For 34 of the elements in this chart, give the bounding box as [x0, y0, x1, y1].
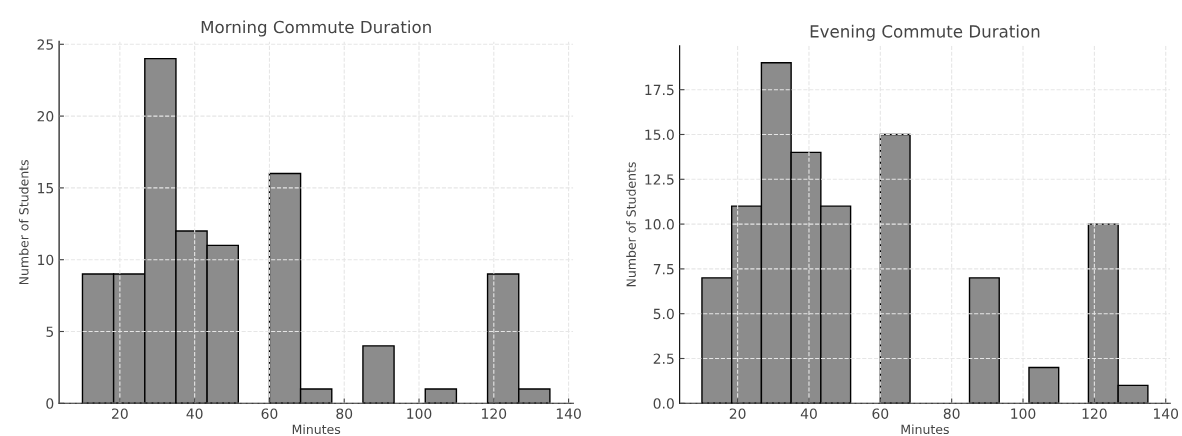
y-tick-label: 20 [37, 111, 54, 122]
chart-title: Morning Commute Duration [201, 20, 431, 37]
y-tick-label: 10.0 [645, 219, 674, 230]
y-tick-label: 15 [38, 183, 54, 194]
x-tick-label: 100 [407, 408, 432, 419]
x-tick-label: 120 [482, 408, 507, 419]
x-axis-title: Minutes [292, 424, 341, 435]
x-tick-label: 40 [800, 408, 817, 419]
y-tick-label: 17.5 [645, 84, 674, 96]
x-tick-label: 80 [943, 408, 960, 419]
y-tick-label: 10 [38, 254, 54, 266]
x-tick-label: 20 [112, 408, 128, 419]
x-tick-label: 120 [1082, 408, 1107, 419]
y-tick-label: 12.5 [645, 174, 674, 185]
x-axis-title: Minutes [901, 424, 949, 435]
x-tick-label: 60 [872, 408, 889, 419]
y-tick-label: 5.0 [653, 308, 674, 320]
y-axis-title: Number of Students [626, 162, 636, 287]
y-tick-label: 0.0 [653, 398, 674, 409]
y-tick-label: 7.5 [653, 264, 674, 275]
y-tick-label: 5 [46, 326, 54, 337]
x-tick-label: 100 [1011, 408, 1036, 419]
x-tick-label: 140 [556, 408, 581, 419]
y-tick-label: 15.0 [645, 129, 674, 140]
x-tick-label: 140 [1153, 408, 1179, 419]
x-tick-label: 20 [729, 408, 746, 419]
y-axis-title: Number of Students [18, 160, 29, 285]
x-tick-label: 60 [261, 408, 278, 419]
y-tick-label: 25 [37, 39, 54, 50]
x-tick-label: 80 [336, 408, 353, 419]
y-tick-label: 2.5 [653, 353, 674, 364]
x-tick-label: 40 [186, 408, 203, 419]
y-tick-label: 0 [46, 398, 54, 409]
chart-title: Evening Commute Duration [810, 24, 1040, 41]
